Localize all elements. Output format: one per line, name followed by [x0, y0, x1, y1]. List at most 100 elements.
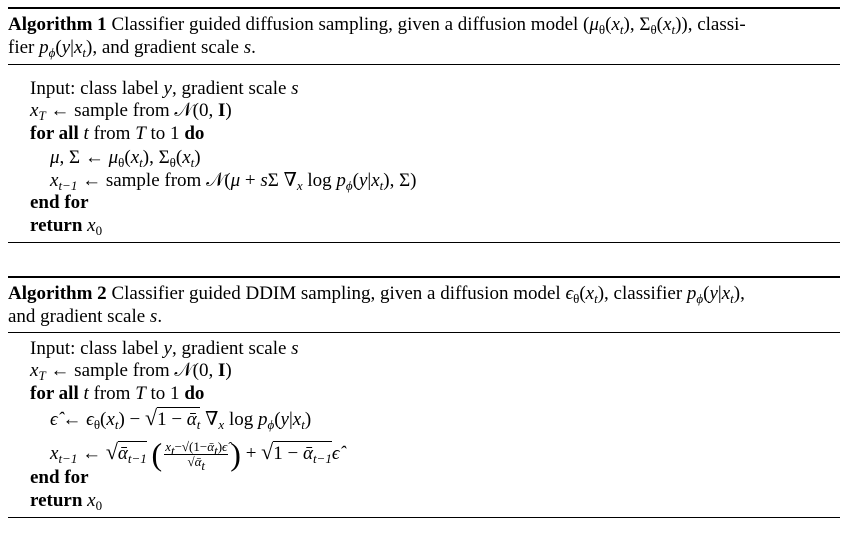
- subscript: t: [301, 417, 305, 432]
- math-text: x: [182, 147, 191, 168]
- math-text: T: [135, 383, 146, 404]
- math-text: s: [149, 306, 158, 327]
- subscript: ϕ: [696, 291, 704, 306]
- math-text: x: [87, 490, 96, 511]
- algorithm-step: ϵ̂ ← ϵθ(xt) − √1 − ᾱt ∇x log pϕ(y|xt): [50, 405, 312, 432]
- math-text: ): [304, 409, 312, 430]
- sqrt-expr: √1 − ᾱt−1: [261, 438, 332, 465]
- math-text: ←: [77, 442, 106, 464]
- subscript: t: [201, 458, 206, 473]
- subscript: t: [379, 178, 384, 193]
- math-text: ← sample from 𝒩(: [77, 170, 231, 191]
- math-text: Classifier guided DDIM sampling, given a…: [106, 283, 566, 304]
- subscript: 0: [95, 223, 103, 238]
- math-text: ϵ̂: [331, 442, 340, 464]
- math-text: ): [225, 100, 232, 121]
- math-text: ←: [57, 409, 87, 430]
- math-text: x: [30, 100, 39, 121]
- math-text: I: [217, 360, 226, 381]
- math-text: ᾱ: [186, 409, 197, 430]
- subscript: θ: [93, 417, 101, 432]
- math-text: ) −: [118, 409, 145, 430]
- subscript: θ: [169, 155, 176, 170]
- subscript: 0: [95, 498, 103, 513]
- math-text: ϵ̂: [222, 439, 228, 454]
- subscript: t: [170, 443, 175, 458]
- math-text: s: [243, 37, 252, 58]
- math-text: x: [30, 360, 39, 381]
- math-text: ᾱ: [117, 442, 128, 464]
- math-text: , gradient scale: [171, 78, 292, 99]
- math-text: from: [88, 383, 136, 404]
- algorithm-caption: Algorithm 1 Classifier guided diffusion …: [8, 14, 746, 36]
- math-text: ᾱ: [194, 454, 202, 469]
- subscript: t: [82, 45, 86, 60]
- math-text: (: [579, 283, 586, 304]
- algorithm-step: for all t from T to 1 do: [30, 123, 204, 145]
- algorithm-step: xT ← sample from 𝒩(0, I): [30, 100, 232, 122]
- subscript: ϕ: [48, 45, 56, 60]
- subscript: θ: [650, 22, 657, 37]
- math-text: ← sample from 𝒩(0,: [45, 100, 218, 121]
- math-text: x: [292, 409, 302, 430]
- math-text: +: [240, 442, 262, 464]
- fraction: xt−√(1−ᾱt)ϵ̂ √ᾱt: [164, 439, 229, 473]
- math-text: do: [184, 383, 205, 404]
- math-text: t: [83, 383, 89, 404]
- math-text: |: [367, 170, 372, 191]
- math-text: (: [605, 14, 612, 35]
- radical-sign: √: [144, 405, 158, 430]
- math-text: 1 −: [157, 409, 187, 430]
- math-text: (: [151, 435, 163, 472]
- math-text: Input: class label: [30, 338, 164, 359]
- math-text: (: [703, 283, 710, 304]
- math-text: ), Σ: [142, 147, 170, 168]
- math-text: , Σ ←: [59, 147, 109, 168]
- math-text: ): [217, 439, 223, 454]
- math-text: ϵ: [86, 409, 94, 430]
- subscript: t: [196, 417, 201, 432]
- math-text: .: [251, 37, 256, 58]
- math-text: ), classifier: [597, 283, 687, 304]
- subscript: T: [38, 108, 46, 123]
- math-text: (: [656, 14, 663, 35]
- math-text: ), Σ): [383, 170, 417, 191]
- mid-rule: [8, 332, 840, 333]
- subscript: t−1: [58, 450, 78, 466]
- subscript: t: [139, 155, 143, 170]
- math-text: |: [288, 409, 293, 430]
- subscript: θ: [573, 291, 580, 306]
- math-text: , gradient scale: [171, 338, 292, 359]
- algorithm-step: return x0: [30, 490, 102, 512]
- bottom-rule: [8, 517, 840, 518]
- numerator: xt−√(1−ᾱt)ϵ̂: [164, 439, 229, 458]
- radical-sign: √: [261, 438, 274, 464]
- mid-rule: [8, 64, 840, 65]
- subscript: x: [218, 417, 225, 432]
- math-text: x: [50, 442, 59, 464]
- denominator: √ᾱt: [164, 454, 228, 473]
- algorithm-step: xt−1 ← sample from 𝒩(μ + sΣ ∇x log pϕ(y|…: [50, 170, 417, 192]
- math-text: return: [30, 215, 88, 236]
- math-text: (: [100, 409, 107, 430]
- math-text: p: [336, 170, 346, 191]
- algorithm-step: xT ← sample from 𝒩(0, I): [30, 360, 232, 382]
- math-text: x: [50, 170, 59, 191]
- math-text: and gradient scale: [8, 306, 150, 327]
- algorithm-caption: and gradient scale s.: [8, 306, 162, 328]
- math-text: (: [352, 170, 359, 191]
- top-rule: [8, 276, 840, 278]
- algorithm-step: for all t from T to 1 do: [30, 383, 204, 405]
- math-text: to 1: [145, 383, 185, 404]
- math-text: T: [135, 123, 146, 144]
- math-text: |: [717, 283, 722, 304]
- math-text: log: [224, 409, 258, 430]
- math-text: ), Σ: [623, 14, 651, 35]
- math-text: p: [257, 409, 268, 430]
- math-text: (: [124, 147, 131, 168]
- subscript: θ: [118, 155, 125, 170]
- subscript: t: [190, 155, 195, 170]
- math-text: +: [240, 170, 261, 191]
- math-text: x: [130, 147, 140, 168]
- math-text: log: [302, 170, 337, 191]
